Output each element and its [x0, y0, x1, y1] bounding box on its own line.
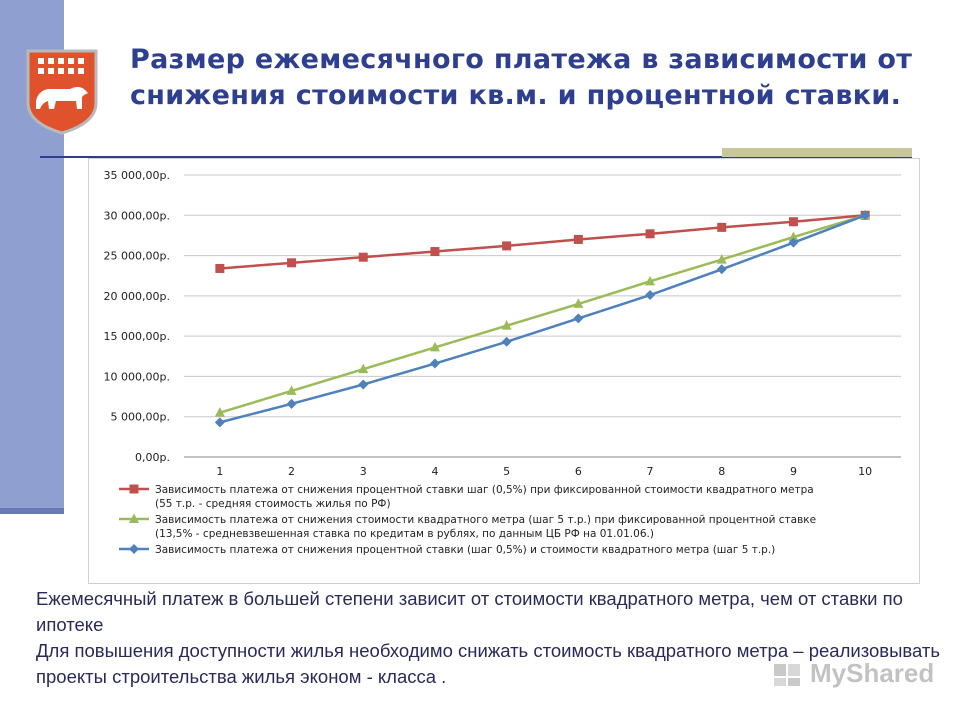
- watermark-text: MyShared: [810, 658, 935, 688]
- y-tick-label: 15 000,00р.: [104, 330, 170, 343]
- data-point: [286, 385, 297, 395]
- data-point: [287, 258, 297, 268]
- left-accent-bar-shadow: [0, 508, 64, 514]
- data-point: [286, 398, 297, 409]
- data-point: [788, 217, 798, 227]
- data-point: [429, 358, 440, 369]
- series-line-3: [219, 214, 866, 424]
- line-chart: 0,00р. 5 000,00р. 10 000,00р. 15 000,00р. 20…: [104, 169, 901, 556]
- chart-area: 0,00р. 5 000,00р. 10 000,00р. 15 000,00р. 20…: [88, 158, 920, 584]
- data-point: [860, 210, 871, 221]
- legend-marker-3: [129, 544, 139, 554]
- data-point: [430, 247, 440, 257]
- data-point: [215, 263, 225, 273]
- x-tick-label: 2: [288, 465, 295, 478]
- y-tick-label: 10 000,00р.: [104, 370, 170, 383]
- x-tick-label: 6: [575, 465, 582, 478]
- data-point: [429, 341, 440, 352]
- legend-label: Зависимость платежа от снижения стоимост…: [155, 514, 816, 526]
- watermark: MyShared: [770, 656, 934, 692]
- x-tick-label: 3: [360, 465, 367, 478]
- y-tick-label: 35 000,00р.: [104, 169, 170, 182]
- legend-marker-1: [129, 484, 139, 494]
- slide-body: Ежемесячный платеж в большей степени зав…: [36, 586, 946, 690]
- legend-label: Зависимость платежа от снижения процентн…: [155, 484, 814, 496]
- data-point: [358, 252, 368, 262]
- data-point: [645, 275, 656, 286]
- title-underline: [40, 156, 912, 158]
- paragraph-conclusion: Ежемесячный платеж в большей степени зав…: [36, 588, 903, 635]
- x-tick-label: 5: [503, 465, 510, 478]
- data-point: [501, 336, 512, 347]
- legend-label: Зависимость платежа от снижения процентн…: [155, 544, 775, 556]
- data-point: [645, 290, 656, 301]
- data-point: [788, 231, 799, 242]
- y-tick-label: 5 000,00р.: [111, 411, 170, 424]
- data-point: [788, 237, 799, 248]
- watermark-icon: [774, 664, 800, 686]
- data-point: [501, 320, 512, 330]
- slide-title: Размер ежемесячного платежа в зависимост…: [130, 44, 913, 111]
- coat-of-arms-logo: [26, 49, 98, 135]
- series-line-2: [219, 214, 866, 414]
- x-tick-label: 1: [216, 465, 223, 478]
- data-point: [214, 417, 225, 428]
- data-point: [573, 298, 584, 308]
- y-tick-label: 30 000,00р.: [104, 209, 170, 222]
- legend-marker-2: [129, 513, 139, 523]
- series-line-1: [219, 214, 866, 270]
- data-point: [717, 222, 727, 232]
- data-point: [358, 379, 369, 390]
- data-point: [358, 363, 369, 374]
- y-tick-label: 25 000,00р.: [104, 250, 170, 263]
- data-point: [214, 407, 225, 417]
- x-tick-label: 10: [858, 465, 872, 478]
- data-point: [502, 241, 512, 251]
- x-tick-label: 8: [718, 465, 725, 478]
- data-point: [573, 234, 583, 244]
- x-tick-label: 7: [647, 465, 654, 478]
- data-point: [573, 313, 584, 324]
- x-tick-label: 9: [790, 465, 797, 478]
- data-point: [716, 254, 727, 264]
- title-accent-bar: [722, 148, 912, 157]
- data-point: [645, 229, 655, 239]
- legend-label: (13,5% - средневзвешенная ставка по кред…: [155, 528, 654, 540]
- paragraph-recommendation: Для повышения доступности жилья необходи…: [36, 640, 940, 687]
- data-point: [716, 264, 727, 275]
- y-tick-label: 0,00р.: [135, 451, 170, 464]
- x-tick-label: 4: [431, 465, 438, 478]
- legend-label: (55 т.р. - средняя стоимость жилья по РФ…: [155, 498, 391, 510]
- y-tick-label: 20 000,00р.: [104, 290, 170, 303]
